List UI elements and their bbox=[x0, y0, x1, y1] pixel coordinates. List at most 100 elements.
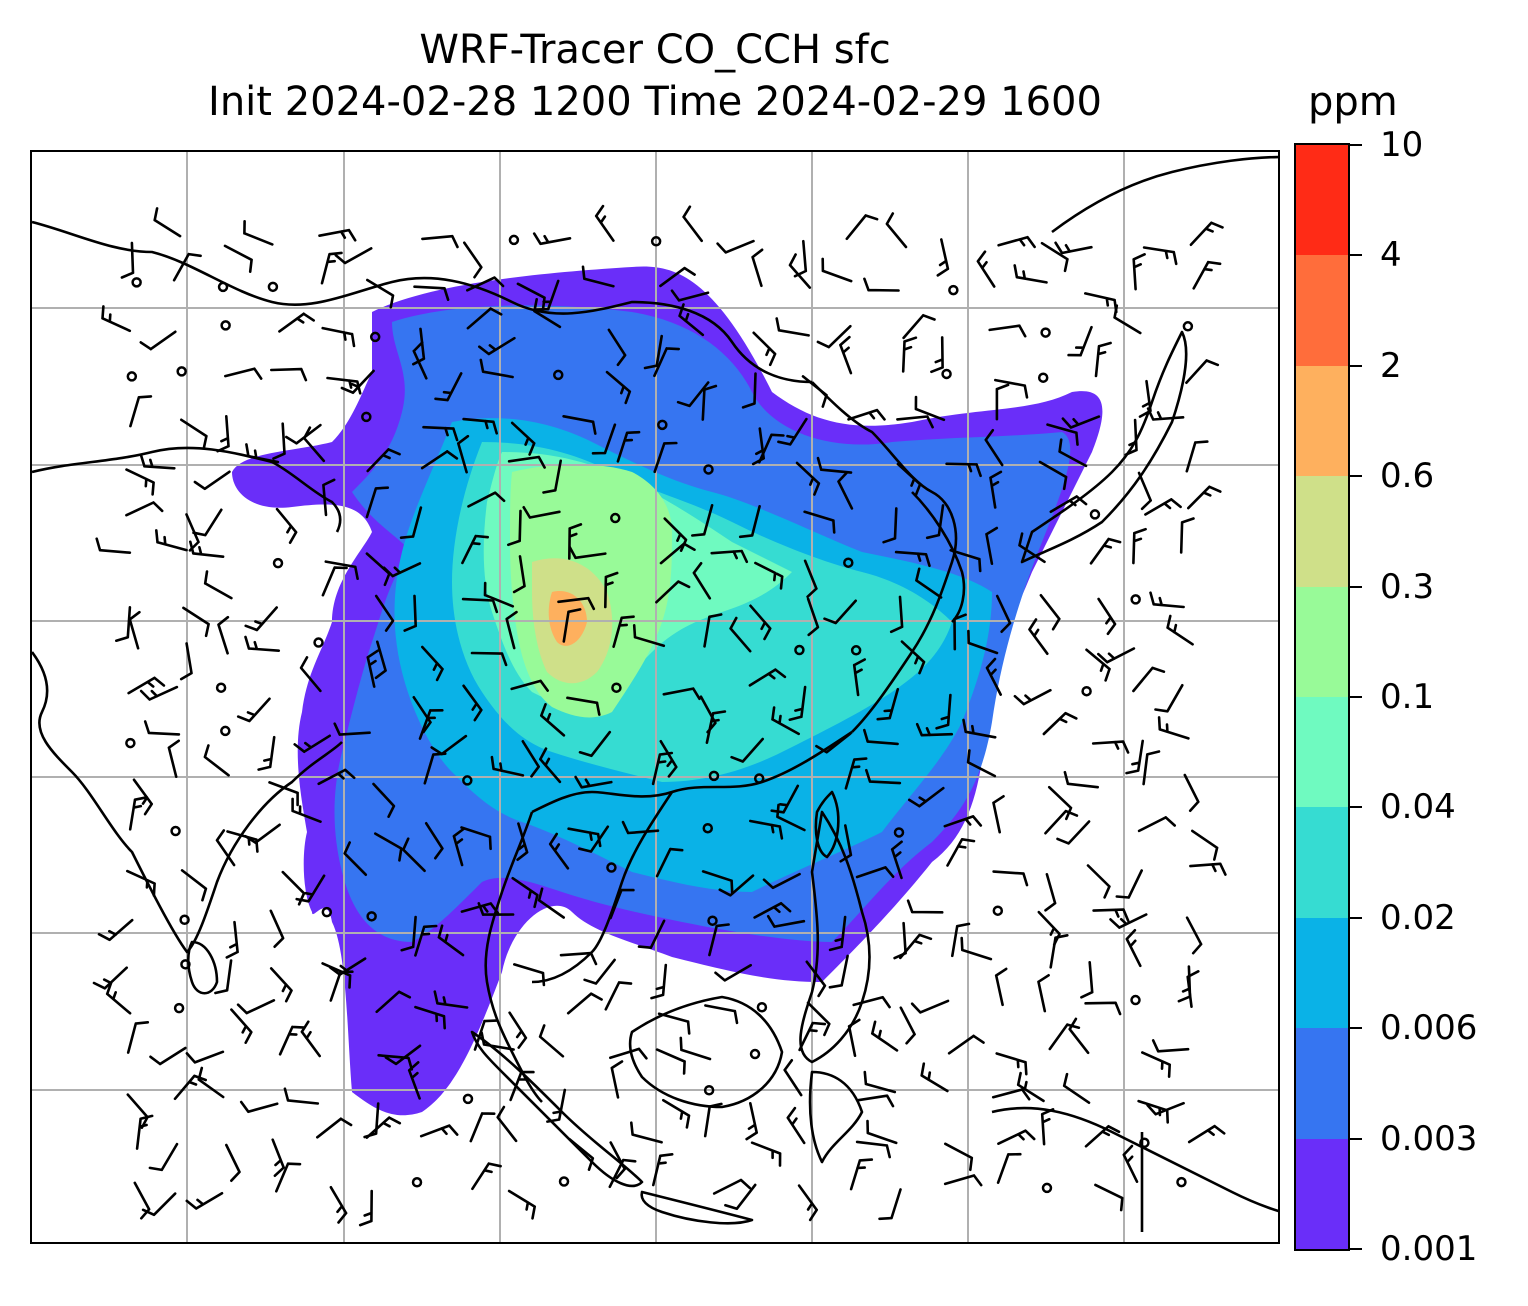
wind-barb bbox=[621, 820, 660, 835]
wind-barb bbox=[943, 815, 983, 828]
wind-barb bbox=[1189, 862, 1227, 876]
wind-barb bbox=[510, 679, 549, 692]
wind-barb bbox=[539, 747, 562, 784]
wind-barb bbox=[372, 782, 396, 818]
wind-barb bbox=[540, 703, 566, 737]
wind-barb bbox=[216, 415, 230, 453]
wind-barb bbox=[749, 819, 784, 840]
wind-barb bbox=[745, 1102, 758, 1141]
wind-barb bbox=[920, 1062, 949, 1093]
wind-barb bbox=[762, 872, 801, 890]
wind-barb bbox=[496, 1105, 518, 1143]
wind-barb bbox=[139, 453, 176, 470]
wind-barb bbox=[172, 252, 202, 282]
coastline-china-north bbox=[811, 381, 958, 733]
wind-barb bbox=[1054, 241, 1093, 255]
colorbar-segment bbox=[1296, 1138, 1348, 1249]
wind-barb bbox=[712, 1178, 752, 1195]
wind-barb bbox=[863, 1070, 897, 1094]
wind-barb bbox=[915, 722, 954, 737]
calm-wind-marker bbox=[794, 644, 805, 656]
wind-barb bbox=[885, 212, 908, 249]
wind-barb bbox=[1016, 1071, 1045, 1103]
wind-barb bbox=[953, 613, 967, 651]
wind-barb bbox=[153, 207, 182, 238]
map-title: WRF-Tracer CO_CCH sfc bbox=[419, 27, 891, 73]
calm-wind-marker bbox=[708, 770, 720, 782]
wind-barb bbox=[1084, 292, 1118, 314]
wind-barb bbox=[960, 936, 993, 961]
wind-barb bbox=[269, 967, 293, 1003]
wind-barb bbox=[538, 1024, 565, 1058]
wind-barb bbox=[653, 347, 680, 378]
wind-barb bbox=[837, 471, 854, 510]
wind-barb bbox=[1091, 740, 1130, 754]
wind-barb bbox=[578, 825, 610, 853]
colorbar bbox=[1294, 143, 1350, 1251]
wind-barb bbox=[828, 954, 849, 989]
coastline-sulawesi bbox=[808, 1070, 864, 1164]
wind-barb bbox=[1185, 916, 1203, 955]
wind-barb bbox=[876, 687, 900, 721]
wind-barb bbox=[167, 739, 180, 778]
wind-barb bbox=[752, 331, 777, 367]
wind-barb bbox=[878, 1188, 902, 1221]
wind-barb bbox=[1097, 647, 1136, 664]
wind-barb bbox=[896, 462, 922, 497]
wind-barb bbox=[95, 537, 132, 554]
wind-barb bbox=[751, 248, 764, 288]
wind-barb bbox=[1058, 438, 1088, 468]
wind-barb bbox=[650, 963, 668, 1000]
wind-barb bbox=[295, 874, 326, 903]
coastline-sumatra bbox=[470, 1030, 644, 1188]
colorbar-tick-label: 0.04 bbox=[1380, 787, 1456, 828]
colorbar-tick bbox=[1350, 1027, 1362, 1030]
wind-barb bbox=[180, 418, 208, 450]
wind-barb bbox=[546, 1088, 567, 1123]
wind-barb bbox=[997, 1129, 1036, 1145]
wind-barb bbox=[788, 685, 807, 721]
calm-wind-marker bbox=[703, 1084, 715, 1096]
wind-barb bbox=[374, 594, 395, 632]
wind-barb bbox=[730, 737, 764, 763]
wind-barb bbox=[643, 334, 663, 370]
wind-barb bbox=[866, 1119, 898, 1145]
wind-barb bbox=[334, 247, 373, 265]
wind-barb bbox=[244, 635, 281, 652]
wind-barb bbox=[513, 963, 546, 987]
colorbar-segment bbox=[1296, 586, 1348, 697]
wind-barb bbox=[947, 1034, 985, 1055]
wind-barb bbox=[421, 234, 459, 249]
wind-barb bbox=[655, 1048, 686, 1075]
wind-barb bbox=[480, 1031, 515, 1051]
wind-barb bbox=[863, 277, 900, 292]
wind-barb bbox=[399, 506, 423, 539]
wind-barb bbox=[268, 781, 299, 807]
wind-barb bbox=[433, 990, 469, 1009]
wind-barb bbox=[962, 718, 997, 739]
coastline-japan bbox=[1020, 330, 1188, 564]
wind-barb bbox=[366, 278, 395, 309]
calm-wind-marker bbox=[1139, 1137, 1150, 1149]
border-mongolia bbox=[32, 220, 813, 384]
wind-barb bbox=[786, 1106, 806, 1145]
colorbar-tick bbox=[1350, 585, 1362, 588]
wind-barb bbox=[302, 426, 326, 463]
wind-barb bbox=[139, 330, 177, 351]
wind-barb bbox=[1018, 532, 1046, 564]
colorbar-tick-label: 10 bbox=[1380, 125, 1424, 165]
calm-wind-marker bbox=[893, 827, 905, 838]
wind-barb bbox=[710, 549, 749, 564]
wind-barb bbox=[105, 981, 132, 1015]
wind-barb bbox=[434, 372, 463, 402]
wind-barb bbox=[120, 241, 135, 279]
wind-barb bbox=[716, 239, 755, 254]
wind-barb bbox=[419, 1124, 459, 1138]
wind-barb bbox=[566, 696, 601, 716]
wind-barb bbox=[949, 549, 982, 573]
wind-barb bbox=[299, 656, 322, 693]
wind-barb bbox=[1038, 460, 1068, 491]
wind-barb bbox=[510, 421, 536, 456]
wind-barb bbox=[662, 687, 701, 701]
wind-barb bbox=[1028, 618, 1049, 655]
